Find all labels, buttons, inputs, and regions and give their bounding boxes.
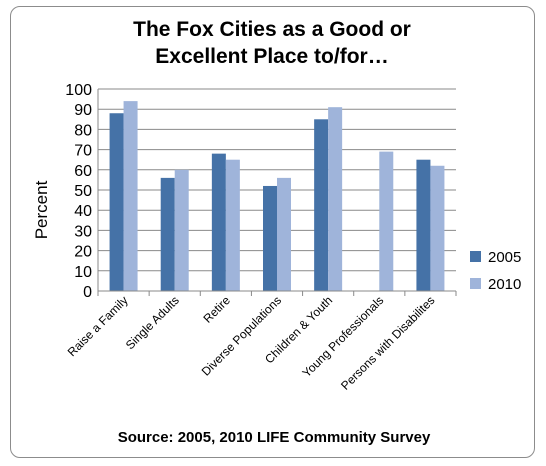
legend-swatch-2010 [470,278,481,289]
y-axis-label: Percent [32,180,51,239]
gridlines [98,88,456,272]
bar-2005-0 [109,113,124,292]
x-category-label: Raise a Family [65,293,131,359]
chart-title-line-2: Excellent Place to/for… [155,45,388,68]
y-axis-tick-labels: 0 10 20 30 40 50 60 70 80 90 100 [65,82,92,301]
legend: 2005 2010 [470,249,521,293]
bar-2010-0 [123,101,138,292]
y-tick-label: 0 [83,284,92,301]
y-tick-label: 70 [74,143,92,160]
x-category-label: Persons with Disabilites [338,293,438,393]
source-note: Source: 2005, 2010 LIFE Community Survey [118,429,431,446]
y-tick-label: 100 [65,82,92,99]
x-category-label: Retire [200,293,233,326]
y-tick-label: 50 [74,183,92,200]
legend-label-2010: 2010 [488,276,521,293]
y-tick-label: 60 [74,163,92,180]
legend-label-2005: 2005 [488,249,521,266]
y-tick-label: 10 [74,264,92,281]
bar-2005-4 [314,119,329,291]
y-tick-label: 30 [74,223,92,240]
axes [97,89,457,296]
y-tick-label: 40 [74,203,92,220]
x-category-label: Single Adults [123,293,182,352]
bar-2010-1 [174,169,189,291]
bar-2010-6 [430,165,445,291]
y-tick-label: 90 [74,102,92,119]
bar-2005-6 [416,159,431,291]
y-tick-label: 20 [74,244,92,261]
bars [109,101,445,292]
y-tick-label: 80 [74,122,92,139]
bar-2005-1 [160,177,175,291]
legend-swatch-2005 [470,251,481,262]
bar-2010-3 [277,177,291,291]
bar-2005-3 [263,185,277,291]
bar-2010-5 [379,151,394,291]
chart-title-line-1: The Fox Cities as a Good or [133,18,411,41]
bar-2010-2 [225,159,240,291]
bar-2005-2 [211,153,226,291]
bar-2010-4 [328,107,343,292]
